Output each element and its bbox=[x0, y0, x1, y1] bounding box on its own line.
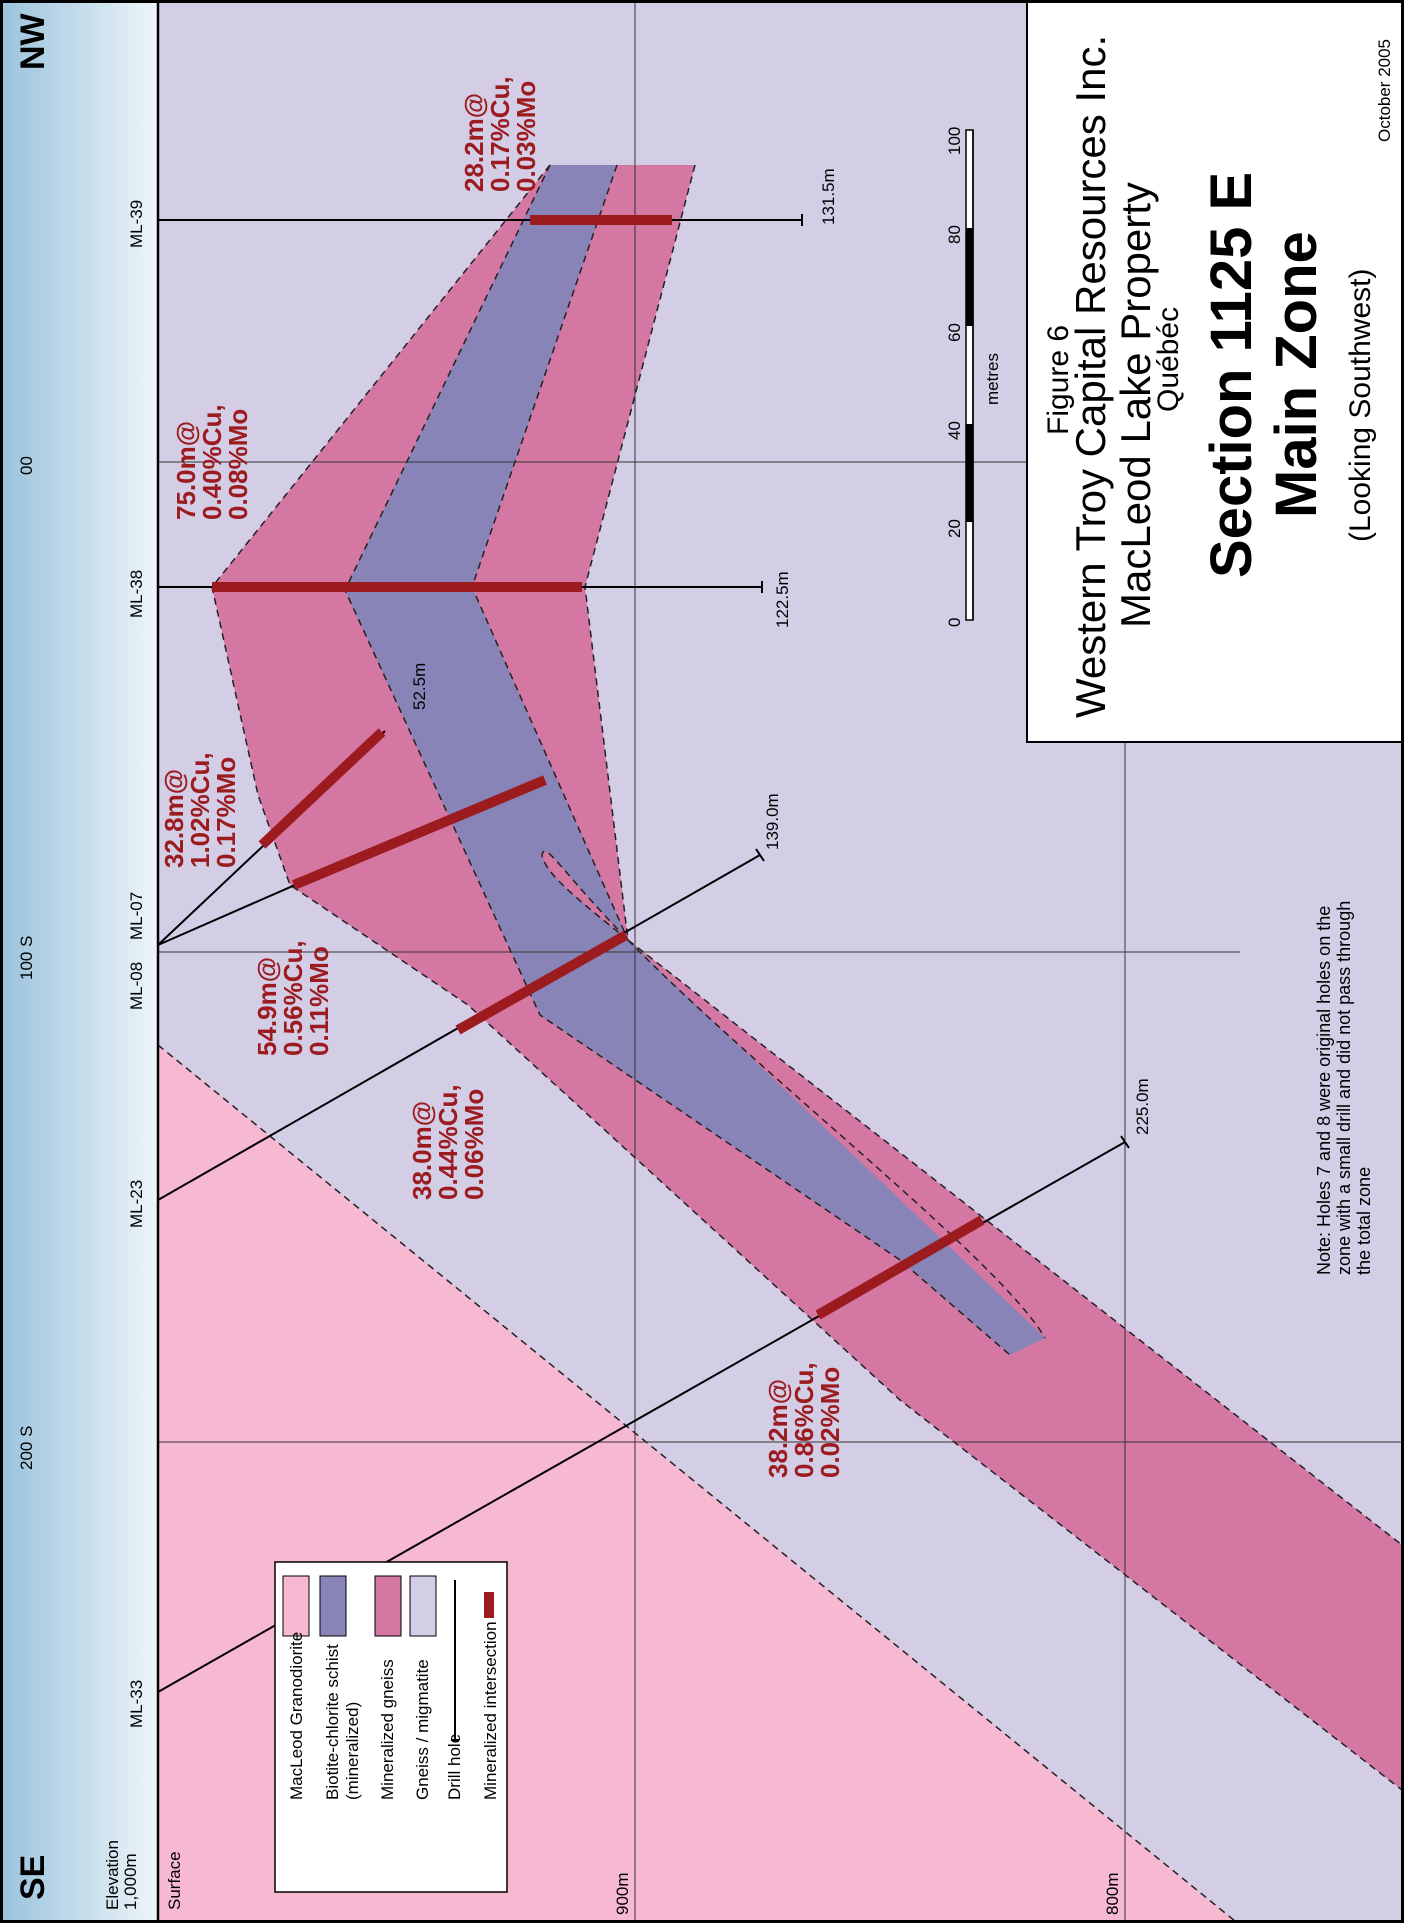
figure-date: October 2005 bbox=[1375, 39, 1394, 142]
view-direction: (Looking Southwest) bbox=[1344, 269, 1377, 543]
legend-label-schist-note: (mineralized) bbox=[343, 1702, 362, 1800]
legend-swatch-gneiss bbox=[409, 1575, 437, 1637]
schist-band bbox=[345, 165, 1045, 1355]
elevation-value: 1,000m bbox=[121, 1853, 140, 1910]
hole-label-ml-23: ML-23 bbox=[127, 1180, 146, 1228]
property-name: MacLeod Lake Property bbox=[1112, 182, 1159, 628]
mineralized-intersections bbox=[212, 215, 985, 1320]
legend-label-mineralized-gneiss: Mineralized gneiss bbox=[378, 1659, 397, 1800]
hole-end-ticks bbox=[755, 214, 1130, 1149]
grade-ml-23-mo: 0.06%Mo bbox=[459, 1089, 489, 1200]
grade-ml-33-mo: 0.02%Mo bbox=[815, 1367, 845, 1478]
mineralized-gneiss-band bbox=[212, 165, 1402, 1790]
zone-title: Main Zone bbox=[1264, 231, 1329, 518]
grade-ml-33-cu: 0.86%Cu, bbox=[789, 1362, 819, 1478]
level-800m: 800m bbox=[1103, 1872, 1122, 1915]
depth-139m: 139.0m bbox=[763, 793, 782, 850]
grade-ml-08-cu: 1.02%Cu, bbox=[185, 752, 215, 868]
intersection-ml-08 bbox=[258, 728, 386, 849]
grade-ml-23-length: 38.0m@ bbox=[407, 1101, 437, 1200]
grade-ml-33-length: 38.2m@ bbox=[763, 1379, 793, 1478]
legend-swatch-granodiorite bbox=[282, 1575, 310, 1637]
scale-tick-80: 80 bbox=[945, 225, 964, 244]
grade-ml-07-cu: 0.56%Cu, bbox=[278, 940, 308, 1056]
legend-label-intersection: Mineralized intersection bbox=[481, 1621, 500, 1800]
note-line-2: zone with a small drill and did not pass… bbox=[1334, 901, 1354, 1275]
depth-225m: 225.0m bbox=[1133, 1078, 1152, 1135]
section-200s: 200 S bbox=[17, 1426, 36, 1470]
header-band bbox=[2, 2, 158, 1921]
grade-label-ml-33: 38.2m@ 0.86%Cu, 0.02%Mo bbox=[763, 1362, 845, 1478]
section-title: Section 1125 E bbox=[1199, 172, 1264, 578]
direction-nw: NW bbox=[14, 12, 52, 70]
hole-label-ml-33: ML-33 bbox=[127, 1680, 146, 1728]
grade-ml-07-mo: 0.11%Mo bbox=[304, 946, 334, 1056]
title-block bbox=[1026, 1, 1403, 743]
grade-ml-07-length: 54.9m@ bbox=[252, 957, 282, 1056]
grade-ml-23-cu: 0.44%Cu, bbox=[433, 1084, 463, 1200]
legend-label-drill-hole: Drill hole bbox=[445, 1734, 464, 1800]
intersection-ml-07 bbox=[292, 775, 547, 890]
depth-122-5m: 122.5m bbox=[773, 571, 792, 628]
depth-52-5m: 52.5m bbox=[410, 663, 429, 710]
hole-label-ml-39: ML-39 bbox=[127, 200, 146, 248]
contact-lines bbox=[157, 164, 1403, 1922]
grade-ml-38-cu: 0.40%Cu, bbox=[197, 404, 227, 520]
grade-label-ml-38: 75.0m@ 0.40%Cu, 0.08%Mo bbox=[171, 404, 253, 520]
legend-swatch-schist bbox=[319, 1575, 347, 1637]
elevation-label: Elevation bbox=[103, 1840, 122, 1910]
legend-swatch-mineralized-gneiss bbox=[374, 1575, 402, 1637]
intersection-ml-23 bbox=[455, 930, 629, 1035]
note-line-1: Note: Holes 7 and 8 were original holes … bbox=[1314, 906, 1334, 1275]
hole-label-ml-07: ML-07 bbox=[127, 892, 146, 940]
figure-number: Figure 6 bbox=[1042, 325, 1075, 435]
direction-se: SE bbox=[14, 1855, 52, 1900]
grade-label-ml-07: 54.9m@ 0.56%Cu, 0.11%Mo bbox=[252, 940, 334, 1056]
surface-label: Surface bbox=[165, 1851, 184, 1910]
legend bbox=[274, 1561, 508, 1893]
hole-label-ml-08: ML-08 bbox=[127, 962, 146, 1010]
legend-intersection-symbol bbox=[484, 1592, 494, 1618]
grade-ml-39-length: 28.2m@ bbox=[459, 93, 489, 192]
intersection-ml-33 bbox=[815, 1215, 985, 1320]
legend-label-gneiss: Gneiss / migmatite bbox=[413, 1659, 432, 1800]
grade-ml-08-length: 32.8m@ bbox=[159, 769, 189, 868]
section-00: 00 bbox=[17, 456, 36, 475]
legend-label-schist: Biotite-chlorite schist bbox=[323, 1644, 342, 1800]
scale-unit: metres bbox=[983, 353, 1002, 405]
grade-ml-38-length: 75.0m@ bbox=[171, 421, 201, 520]
grade-ml-38-mo: 0.08%Mo bbox=[223, 409, 253, 520]
grade-label-ml-23: 38.0m@ 0.44%Cu, 0.06%Mo bbox=[407, 1084, 489, 1200]
grid-lines bbox=[158, 2, 1402, 1921]
scale-tick-0: 0 bbox=[945, 618, 964, 627]
grade-ml-39-mo: 0.03%Mo bbox=[511, 81, 541, 192]
grade-ml-39-cu: 0.17%Cu, bbox=[485, 76, 515, 192]
grade-label-ml-08: 32.8m@ 1.02%Cu, 0.17%Mo bbox=[159, 752, 241, 868]
depth-131-5m: 131.5m bbox=[819, 168, 838, 225]
note-line-3: the total zone bbox=[1354, 1167, 1374, 1275]
scale-tick-20: 20 bbox=[945, 519, 964, 538]
scale-tick-40: 40 bbox=[945, 421, 964, 440]
province-name: Québéc bbox=[1152, 307, 1185, 412]
scale-tick-60: 60 bbox=[945, 323, 964, 342]
grade-ml-08-mo: 0.17%Mo bbox=[211, 757, 241, 868]
level-900m: 900m bbox=[613, 1872, 632, 1915]
hole-label-ml-38: ML-38 bbox=[127, 570, 146, 618]
drill-hole-ml-07 bbox=[157, 884, 296, 946]
company-name: Western Troy Capital Resources Inc. bbox=[1067, 35, 1114, 718]
scale-tick-100: 100 bbox=[945, 127, 964, 155]
section-100s: 100 S bbox=[17, 936, 36, 980]
legend-label-granodiorite: MacLeod Granodiorite bbox=[287, 1632, 306, 1800]
scale-bar bbox=[965, 129, 974, 621]
grade-label-ml-39: 28.2m@ 0.17%Cu, 0.03%Mo bbox=[459, 76, 541, 192]
